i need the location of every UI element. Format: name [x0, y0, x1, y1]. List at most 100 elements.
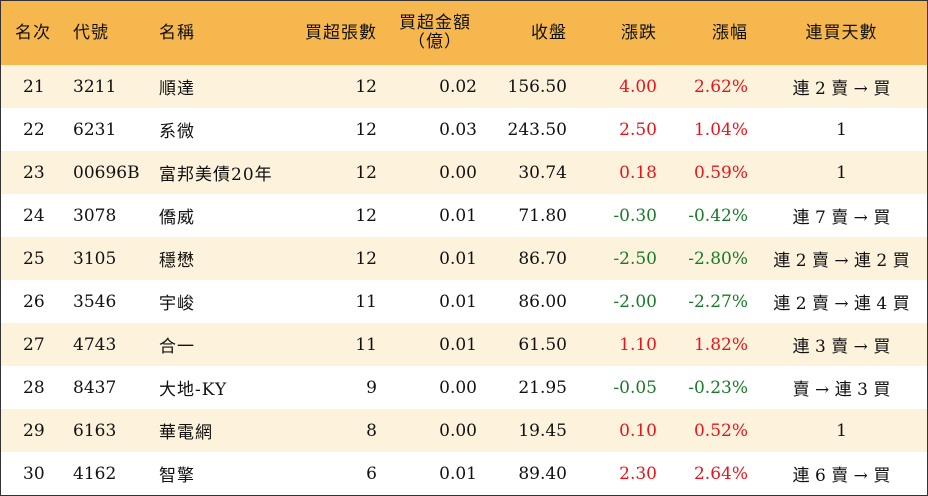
change-cell: 0.18 — [619, 162, 657, 183]
consecutive-days-cell: 連 7 賣 → 買 — [792, 208, 891, 228]
stock-code-cell[interactable]: 3546 — [73, 291, 117, 312]
stock-code-cell[interactable]: 00696B — [73, 162, 140, 183]
net-buy-amount-cell: 0.00 — [439, 377, 477, 398]
close-price-cell: 19.45 — [518, 420, 567, 441]
change-cell: -0.30 — [613, 205, 657, 226]
net-buy-amount-cell: 0.02 — [439, 76, 477, 97]
rank-cell: 30 — [23, 463, 45, 484]
stock-name-cell[interactable]: 大地-KY — [159, 380, 228, 400]
close-price-cell: 156.50 — [507, 76, 567, 97]
close-price-cell: 86.00 — [518, 291, 567, 312]
net-buy-lots-cell: 12 — [355, 205, 377, 226]
stock-name-cell[interactable]: 穩懋 — [159, 251, 195, 271]
header-change-pct[interactable]: 漲幅 — [712, 22, 748, 43]
stock-code-cell[interactable]: 6231 — [73, 119, 117, 140]
stock-code-cell[interactable]: 8437 — [73, 377, 117, 398]
change-pct-cell: 2.64% — [693, 463, 748, 484]
consecutive-days-cell: 連 6 賣 → 買 — [792, 466, 891, 486]
header-net-buy-amount-line1: 買超金額 — [399, 13, 471, 33]
net-buy-amount-cell: 0.01 — [439, 248, 477, 269]
header-net-buy-lots[interactable]: 買超張數 — [305, 22, 377, 43]
change-pct-cell: 0.52% — [693, 420, 748, 441]
stock-code-cell[interactable]: 6163 — [73, 420, 117, 441]
consecutive-days-cell: 1 — [836, 420, 847, 441]
table-row[interactable]: 24 3078 僑威 12 0.01 71.80 -0.30 -0.42% 連 7 賣 → 買 — [1, 194, 927, 237]
table-row[interactable]: 27 4743 合一 11 0.01 61.50 1.10 1.82% 連 3 賣 → 買 — [1, 323, 927, 366]
change-pct-cell: 0.59% — [693, 162, 748, 183]
change-cell: -2.50 — [613, 248, 657, 269]
stock-code-cell[interactable]: 4743 — [73, 334, 117, 355]
header-net-buy-amount[interactable]: 買超金額 （億） — [385, 1, 485, 65]
net-buy-lots-cell: 12 — [355, 162, 377, 183]
change-cell: 2.30 — [619, 463, 657, 484]
table-header-row: 名次 代號 名稱 買超張數 買超金額 （億） 收盤 漲跌 漲幅 連買天數 — [1, 1, 927, 65]
stock-code-cell[interactable]: 4162 — [73, 463, 117, 484]
change-cell: 2.50 — [619, 119, 657, 140]
close-price-cell: 86.70 — [518, 248, 567, 269]
close-price-cell: 61.50 — [518, 334, 567, 355]
stock-name-cell[interactable]: 僑威 — [159, 208, 195, 228]
net-buy-lots-cell: 12 — [355, 76, 377, 97]
stock-name-cell[interactable]: 宇峻 — [159, 294, 195, 314]
net-buy-lots-cell: 6 — [366, 463, 377, 484]
stock-name-cell[interactable]: 合一 — [159, 337, 195, 357]
close-price-cell: 21.95 — [518, 377, 567, 398]
stock-name-cell[interactable]: 系微 — [159, 122, 195, 142]
rank-cell: 21 — [23, 76, 45, 97]
stock-name-cell[interactable]: 華電網 — [159, 423, 213, 443]
change-cell: 4.00 — [619, 76, 657, 97]
net-buy-lots-cell: 12 — [355, 248, 377, 269]
table-row[interactable]: 21 3211 順達 12 0.02 156.50 4.00 2.62% 連 2 賣 → 買 — [1, 65, 927, 108]
change-pct-cell: 1.82% — [693, 334, 748, 355]
net-buy-lots-cell: 11 — [355, 334, 377, 355]
table-row[interactable]: 28 8437 大地-KY 9 0.00 21.95 -0.05 -0.23% 賣 → 連 3 … — [1, 366, 927, 409]
net-buy-amount-cell: 0.00 — [439, 420, 477, 441]
stock-code-cell[interactable]: 3078 — [73, 205, 117, 226]
consecutive-days-cell: 連 2 賣 → 連 2 買 — [773, 251, 910, 271]
net-buy-lots-cell: 8 — [366, 420, 377, 441]
consecutive-days-cell: 連 2 賣 → 買 — [792, 79, 891, 99]
header-rank[interactable]: 名次 — [15, 22, 51, 43]
rank-cell: 29 — [23, 420, 45, 441]
change-cell: -0.05 — [613, 377, 657, 398]
change-pct-cell: -2.27% — [688, 291, 748, 312]
consecutive-days-cell: 1 — [836, 119, 847, 140]
rank-cell: 24 — [23, 205, 45, 226]
rank-cell: 23 — [23, 162, 45, 183]
table-row[interactable]: 22 6231 系微 12 0.03 243.50 2.50 1.04% 1 — [1, 108, 927, 151]
header-name[interactable]: 名稱 — [159, 22, 195, 43]
header-consecutive-days[interactable]: 連買天數 — [805, 22, 878, 43]
rank-cell: 28 — [23, 377, 45, 398]
stock-name-cell[interactable]: 順達 — [159, 79, 195, 99]
net-buy-amount-cell: 0.01 — [439, 205, 477, 226]
close-price-cell: 71.80 — [518, 205, 567, 226]
table-row[interactable]: 29 6163 華電網 8 0.00 19.45 0.10 0.52% 1 — [1, 409, 927, 452]
change-pct-cell: -0.23% — [688, 377, 748, 398]
rank-cell: 22 — [23, 119, 45, 140]
stock-code-cell[interactable]: 3211 — [73, 76, 117, 97]
table-row[interactable]: 30 4162 智擎 6 0.01 89.40 2.30 2.64% 連 6 賣 → 買 — [1, 452, 927, 495]
header-change[interactable]: 漲跌 — [621, 22, 657, 43]
header-net-buy-amount-line2: （億） — [408, 32, 462, 52]
table-row[interactable]: 23 00696B 富邦美債20年 12 0.00 30.74 0.18 0.59% 1 — [1, 151, 927, 194]
net-buy-amount-cell: 0.01 — [439, 291, 477, 312]
stock-code-cell[interactable]: 3105 — [73, 248, 117, 269]
rank-cell: 25 — [23, 248, 45, 269]
header-close[interactable]: 收盤 — [531, 22, 567, 43]
change-pct-cell: 1.04% — [693, 119, 748, 140]
stock-name-cell[interactable]: 智擎 — [159, 466, 195, 486]
change-cell: -2.00 — [613, 291, 657, 312]
header-code[interactable]: 代號 — [73, 22, 109, 43]
stock-name-cell[interactable]: 富邦美債20年 — [159, 165, 273, 185]
rank-cell: 27 — [23, 334, 45, 355]
consecutive-days-cell: 連 3 賣 → 買 — [792, 337, 891, 357]
table-row[interactable]: 26 3546 宇峻 11 0.01 86.00 -2.00 -2.27% 連 2 賣 → 連 … — [1, 280, 927, 323]
net-buy-amount-cell: 0.03 — [439, 119, 477, 140]
net-buy-amount-cell: 0.00 — [439, 162, 477, 183]
close-price-cell: 243.50 — [507, 119, 567, 140]
table-row[interactable]: 25 3105 穩懋 12 0.01 86.70 -2.50 -2.80% 連 2 賣 → 連 … — [1, 237, 927, 280]
table-body: 21 3211 順達 12 0.02 156.50 4.00 2.62% 連 2 賣 → 買 22… — [1, 65, 927, 495]
net-buy-lots-cell: 11 — [355, 291, 377, 312]
